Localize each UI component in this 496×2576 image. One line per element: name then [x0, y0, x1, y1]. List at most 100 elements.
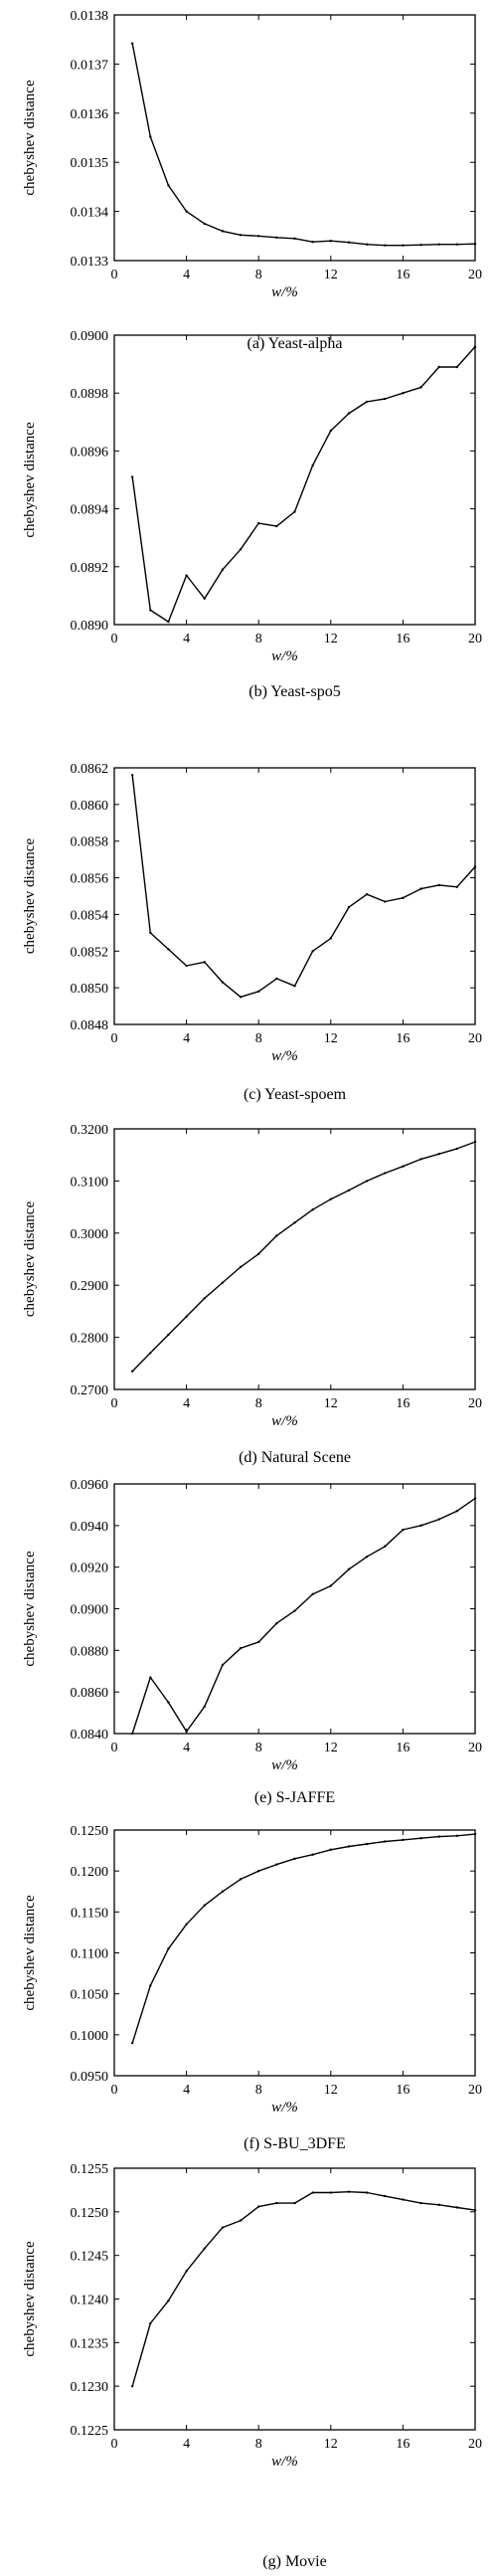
- panel-caption: (f) S-BU_3DFE: [244, 2135, 346, 2152]
- data-point: [167, 620, 170, 624]
- data-point: [167, 184, 170, 187]
- data-point: [221, 1281, 225, 1284]
- data-point: [257, 2205, 260, 2208]
- data-point: [455, 365, 459, 369]
- y-tick-label: 0.0860: [71, 1686, 109, 1701]
- y-tick-label: 0.0880: [71, 1644, 109, 1659]
- y-tick-label: 0.0940: [71, 1520, 109, 1535]
- data-point: [455, 1147, 459, 1151]
- x-tick-label: 0: [111, 1031, 118, 1046]
- data-point: [329, 937, 332, 940]
- x-tick-label: 8: [255, 268, 262, 282]
- y-tick-label: 0.0890: [71, 619, 109, 634]
- x-tick-label: 20: [468, 1396, 482, 1411]
- y-tick-label: 0.0960: [71, 1478, 109, 1493]
- data-point: [473, 865, 477, 868]
- y-tick-label: 0.2800: [71, 1332, 109, 1347]
- data-point: [384, 1545, 387, 1548]
- series-line: [131, 775, 476, 999]
- chart-panel: 0 4 8 12 16 20 0.1225 0.1230 0.1235 0.1240 0.1245 0…: [22, 2162, 482, 2570]
- panel-caption: (c) Yeast-spoem: [244, 1086, 347, 1103]
- x-tick-label: 4: [183, 268, 190, 282]
- x-tick-label: 12: [324, 2437, 338, 2452]
- data-point: [347, 905, 351, 909]
- data-point: [473, 345, 477, 348]
- x-axis-label: w/%: [271, 2100, 298, 2116]
- plot-frame: [113, 334, 476, 626]
- plot-frame: [113, 1829, 476, 2077]
- x-tick-label: 16: [396, 1396, 410, 1411]
- x-axis-label: w/%: [271, 1757, 298, 1773]
- data-point: [347, 2190, 351, 2193]
- data-point: [384, 900, 387, 903]
- series-line: [131, 2190, 476, 2387]
- data-point: [329, 1197, 332, 1200]
- y-tick-label: 0.0898: [71, 387, 109, 402]
- y-tick-label: 0.0135: [71, 156, 109, 171]
- x-tick-label: 20: [468, 268, 482, 282]
- panel-caption: (d) Natural Scene: [239, 1449, 351, 1466]
- data-point: [384, 2194, 387, 2198]
- y-tick-label: 0.0892: [71, 561, 109, 576]
- data-point: [203, 1904, 206, 1907]
- data-point: [293, 2201, 296, 2205]
- data-point: [437, 243, 440, 246]
- series-line: [131, 1141, 476, 1373]
- y-tick-label: 0.0840: [71, 1728, 109, 1743]
- data-point: [293, 1609, 296, 1612]
- y-axis-label: chebyshev distance: [22, 838, 38, 955]
- data-point: [167, 948, 170, 951]
- data-point: [402, 244, 405, 247]
- data-point: [293, 985, 296, 988]
- data-point: [293, 1857, 296, 1861]
- data-point: [275, 2201, 278, 2205]
- y-tick-label: 0.0862: [71, 762, 109, 777]
- y-tick-label: 0.0850: [71, 982, 109, 997]
- x-axis-label: w/%: [271, 1413, 298, 1429]
- y-tick-label: 0.0848: [71, 1018, 109, 1033]
- data-point: [203, 2247, 206, 2250]
- data-point: [347, 412, 351, 415]
- y-tick-label: 0.0894: [71, 503, 109, 518]
- y-tick-label: 0.1225: [71, 2424, 109, 2439]
- data-point: [203, 961, 206, 964]
- panel-caption: (e) S-JAFFE: [254, 1789, 335, 1806]
- data-point: [149, 135, 152, 138]
- series-line: [131, 1498, 476, 1735]
- data-point: [419, 2201, 422, 2205]
- data-point: [149, 931, 152, 935]
- data-point: [185, 964, 188, 968]
- data-point: [149, 1352, 152, 1355]
- y-tick-label: 0.0896: [71, 445, 109, 460]
- data-point: [275, 1234, 278, 1237]
- y-tick-label: 0.0900: [71, 329, 109, 344]
- y-tick-label: 0.3000: [71, 1227, 109, 1242]
- x-tick-label: 0: [111, 632, 118, 646]
- data-point: [365, 2191, 369, 2194]
- y-tick-label: 0.0858: [71, 835, 109, 850]
- y-tick-label: 0.0138: [71, 9, 109, 24]
- chart-panel: 0 4 8 12 16 20 0.0890 0.0892 0.0894 0.0896 0.0898 0…: [22, 329, 482, 700]
- data-point: [402, 392, 405, 395]
- y-tick-label: 0.1235: [71, 2336, 109, 2351]
- data-point: [402, 1165, 405, 1168]
- data-point: [185, 2270, 188, 2273]
- y-tick-label: 0.0950: [71, 2070, 109, 2085]
- y-axis-label: chebyshev distance: [22, 422, 38, 538]
- x-tick-label: 12: [324, 2083, 338, 2098]
- y-tick-label: 0.1200: [71, 1865, 109, 1880]
- x-tick-label: 0: [111, 2437, 118, 2452]
- y-tick-label: 0.0920: [71, 1562, 109, 1576]
- y-tick-label: 0.1050: [71, 1988, 109, 2003]
- data-point: [257, 1252, 260, 1255]
- data-point: [419, 1524, 422, 1528]
- chart-panel: 0 4 8 12 16 20 0.2700 0.2800 0.2900 0.3000 0.3100 0…: [22, 1123, 482, 1466]
- x-tick-label: 20: [468, 1741, 482, 1755]
- data-point: [365, 1556, 369, 1559]
- series-line: [131, 43, 476, 247]
- data-point: [257, 235, 260, 238]
- y-tick-label: 0.0900: [71, 1603, 109, 1618]
- data-point: [275, 1863, 278, 1866]
- data-point: [185, 1315, 188, 1318]
